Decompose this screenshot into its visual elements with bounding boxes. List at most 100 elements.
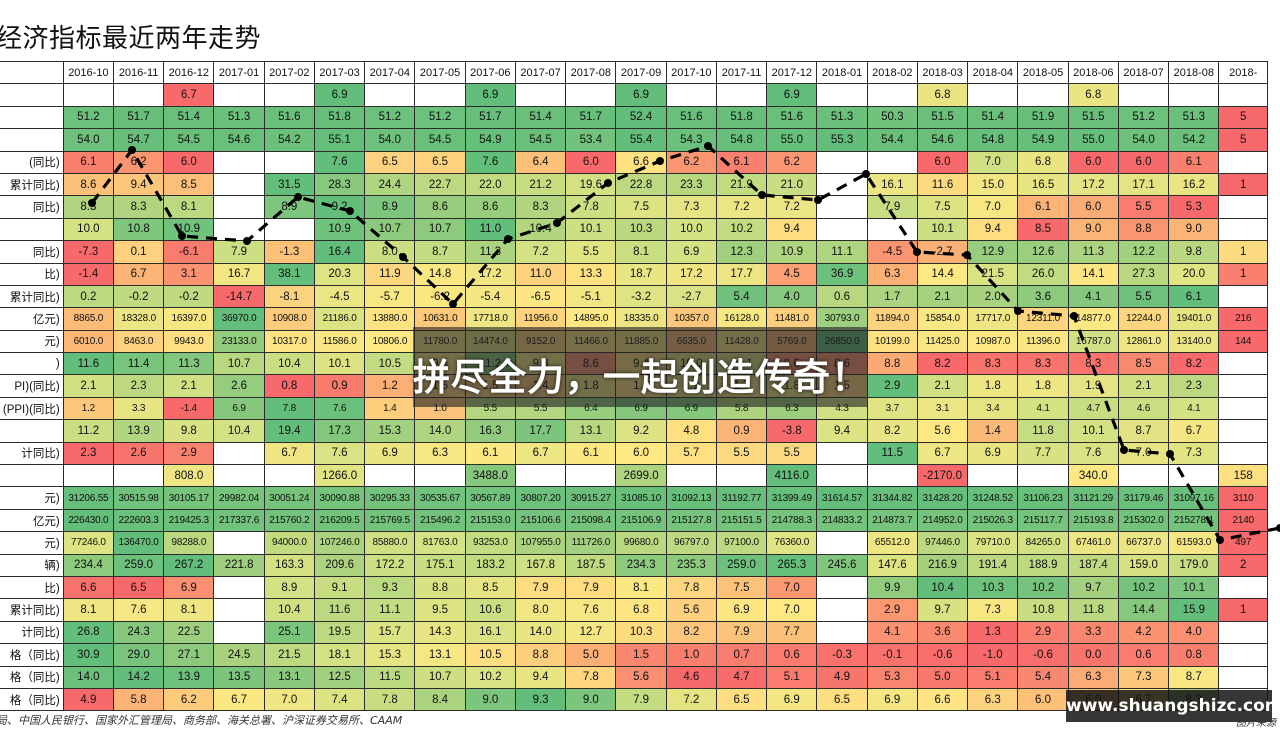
table-cell: 4.0: [1168, 620, 1220, 645]
table-cell: 6.7: [1168, 419, 1220, 443]
table-cell: 52.4: [615, 105, 667, 130]
table-cell: 96797.0: [665, 531, 717, 555]
table-cell: 10199.0: [866, 329, 918, 354]
table-cell: 7.9: [866, 195, 918, 219]
row-label: 格（同比): [0, 665, 64, 689]
column-header: 2018-: [1218, 60, 1268, 85]
header-corner: [0, 60, 64, 85]
table-cell: 31428.20: [916, 486, 969, 510]
table-cell: 8.8: [414, 575, 466, 600]
table-cell: 158: [1218, 464, 1268, 488]
table-cell: [414, 464, 466, 488]
table-cell: 1.4: [967, 419, 1019, 443]
table-cell: 97100.0: [715, 531, 768, 555]
table-cell: 234.3: [615, 553, 667, 577]
table-cell: 17.1: [1117, 172, 1170, 197]
table-cell: 6.5: [364, 150, 416, 174]
row-label: 同比): [0, 195, 64, 219]
table-cell: 7.8: [665, 575, 717, 600]
table-cell: 1.0: [665, 643, 717, 667]
table-cell: 8.6: [414, 195, 466, 219]
table-row: 格（同比) 14.0 14.2 13.9 13.5 13.1 12.5 11.5 10.7 10.…: [0, 665, 1268, 689]
table-cell: 216: [1218, 307, 1268, 331]
row-label: 元): [0, 486, 64, 510]
table-cell: [1168, 464, 1220, 488]
table-cell: -8.1: [263, 284, 315, 309]
table-cell: 2.3: [1168, 374, 1220, 398]
table-cell: 0.8: [1168, 643, 1220, 667]
table-cell: 51.3: [1168, 105, 1220, 130]
table-cell: 12311.0: [1017, 307, 1069, 331]
table-cell: 15854.0: [916, 307, 969, 331]
table-cell: 51.2: [1117, 105, 1170, 130]
table-cell: 10.7: [414, 217, 466, 242]
table-cell: 214873.7: [866, 508, 918, 533]
table-cell: 7.6: [464, 150, 516, 174]
table-cell: 14.4: [1117, 598, 1170, 622]
table-cell: -5.1: [565, 284, 617, 309]
table-cell: 51.6: [766, 105, 818, 130]
table-cell: 7.0: [1117, 441, 1170, 466]
row-label: (PPI)(同比): [0, 396, 64, 421]
table-cell: [1218, 575, 1268, 600]
column-header: 2017-03: [313, 60, 366, 85]
table-cell: [1218, 419, 1268, 443]
watermark-text[interactable]: www.shuangshizc.com: [1066, 696, 1280, 716]
column-header: 2016-10: [62, 60, 115, 85]
row-label: [0, 128, 64, 152]
table-cell: 6.0: [1117, 150, 1170, 174]
table-cell: 11586.0: [313, 329, 366, 354]
table-cell: 5: [1218, 105, 1268, 130]
table-cell: 7.9: [615, 687, 667, 712]
table-cell: 6.7: [263, 441, 315, 466]
table-cell: 9.5: [414, 598, 466, 622]
table-cell: 7.0: [967, 195, 1019, 219]
table-cell: 163.3: [263, 553, 315, 577]
table-cell: -1.3: [263, 240, 315, 264]
table-cell: 6.1: [1168, 150, 1220, 174]
table-row: 10.0 10.8 10.9 10.9 10.7 10.7 11.0 10.4 10.1 10.3…: [0, 217, 1268, 242]
table-cell: 10.9: [163, 217, 215, 242]
table-cell: 10.8: [1017, 598, 1069, 622]
table-cell: -7.3: [62, 240, 115, 264]
table-cell: 7.5: [916, 195, 969, 219]
table-cell: 5.0: [565, 643, 617, 667]
table-cell: 8.3: [514, 195, 567, 219]
table-cell: 1.2: [364, 374, 416, 398]
table-row: 辆) 234.4 259.0 267.2 221.8 163.3 209.6 172.2 175…: [0, 553, 1268, 577]
table-cell: 6.5: [112, 575, 165, 600]
table-cell: 16.5: [1017, 172, 1069, 197]
column-header: 2018-07: [1117, 60, 1170, 85]
table-cell: 10.1: [1168, 575, 1220, 600]
table-cell: 3.1: [163, 262, 215, 286]
table-cell: 79710.0: [967, 531, 1019, 555]
table-cell: 7.0: [967, 150, 1019, 174]
table-cell: 235.3: [665, 553, 717, 577]
table-cell: [816, 620, 868, 645]
table-cell: 10.3: [615, 620, 667, 645]
table-cell: 16.7: [213, 262, 265, 286]
table-cell: 16.1: [464, 620, 516, 645]
table-cell: 6.9: [213, 396, 265, 421]
table-cell: 3110: [1218, 486, 1268, 510]
table-cell: 7.9: [514, 575, 567, 600]
table-cell: 0.1: [112, 240, 165, 264]
table-cell: 17.2: [1067, 172, 1119, 197]
table-cell: 14.3: [414, 620, 466, 645]
table-cell: [414, 83, 466, 107]
table-cell: 9.4: [816, 419, 868, 443]
row-label: 比): [0, 262, 64, 286]
table-cell: 9.1: [313, 575, 366, 600]
table-cell: 31085.10: [615, 486, 667, 510]
table-cell: 6.0: [1067, 150, 1119, 174]
table-row: 51.2 51.7 51.4 51.3 51.6 51.8 51.2 51.2 51.7 51.4…: [0, 105, 1268, 130]
table-cell: 10.4: [916, 575, 969, 600]
table-cell: 0.9: [313, 374, 366, 398]
table-cell: 7.0: [766, 575, 818, 600]
table-cell: [1218, 396, 1268, 421]
row-label: 计同比): [0, 620, 64, 645]
table-cell: 215153.0: [464, 508, 516, 533]
table-cell: [213, 464, 265, 488]
table-cell: 8.1: [615, 240, 667, 264]
table-cell: 3.1: [916, 396, 969, 421]
